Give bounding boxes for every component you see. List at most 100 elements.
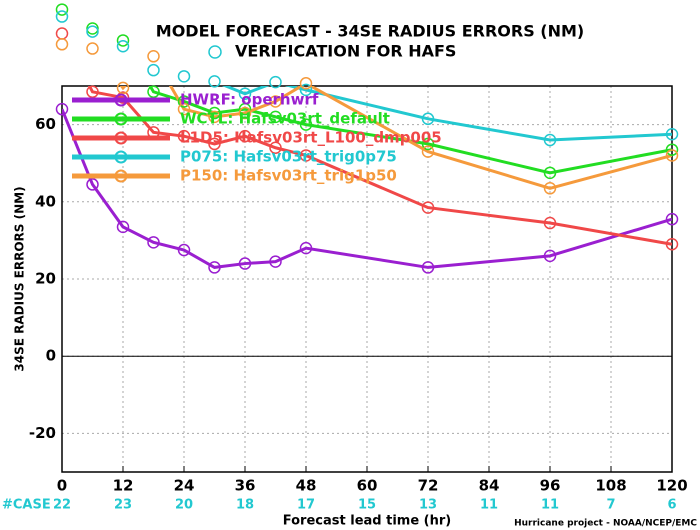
series-marker [269, 110, 282, 124]
series-marker [86, 178, 99, 191]
x-tick-label: 84 [479, 477, 500, 495]
legend-marker [114, 93, 128, 107]
y-tick-label: 60 [35, 115, 56, 133]
plot-frame [61, 85, 673, 473]
series-marker [116, 220, 130, 234]
series-marker [177, 70, 191, 83]
series-marker [238, 129, 252, 143]
series-marker [208, 75, 221, 88]
series-marker [177, 95, 191, 108]
series-marker [543, 166, 557, 180]
case-count: 20 [175, 498, 193, 513]
series-marker [421, 145, 435, 158]
series-marker [238, 87, 252, 100]
legend-marker [114, 150, 128, 164]
series-marker [665, 149, 679, 162]
series-marker [116, 39, 130, 53]
series-marker [269, 95, 282, 108]
chart-title: MODEL FORECAST - 34SE RADIUS ERRORS (NM) [156, 22, 584, 41]
series-marker [55, 3, 69, 16]
series-marker [299, 149, 313, 162]
series-marker [177, 102, 191, 116]
series-marker [269, 141, 282, 155]
x-tick-label: 96 [540, 477, 561, 495]
x-axis-label: Forecast lead time (hr) [283, 514, 451, 529]
legend-label: P150: Hafsv03rt_trig1p50 [180, 167, 397, 185]
series-marker [665, 212, 679, 226]
series-marker [208, 261, 221, 274]
legend-marker [114, 169, 128, 183]
series-marker [55, 102, 69, 116]
series-marker [238, 257, 252, 270]
series-marker [55, 10, 69, 23]
series-line [221, 86, 672, 142]
x-tick-label: 24 [174, 477, 195, 495]
series-marker [208, 106, 221, 120]
series-marker [116, 34, 130, 47]
series-marker [543, 182, 557, 195]
legend-marker [114, 112, 128, 126]
series-marker [665, 143, 679, 156]
series-marker [177, 129, 191, 143]
series-marker [543, 133, 557, 147]
x-tick-label: 36 [235, 477, 256, 495]
series-marker [55, 38, 69, 51]
case-count: 6 [667, 498, 676, 513]
series-marker [299, 118, 313, 131]
series-marker [208, 137, 221, 151]
series-marker [147, 85, 160, 99]
y-tick-label: 20 [35, 270, 56, 288]
series-marker [86, 42, 99, 55]
series-marker [147, 236, 160, 249]
case-count: 22 [53, 498, 71, 513]
case-count: 15 [358, 498, 376, 513]
series-marker [238, 102, 252, 116]
x-tick-label: 108 [595, 477, 626, 495]
series-marker [299, 241, 313, 255]
series-marker [421, 137, 435, 151]
series-marker [543, 249, 557, 263]
chart-subtitle: VERIFICATION FOR HAFS [235, 42, 456, 61]
x-tick-label: 72 [418, 477, 439, 495]
series-marker [177, 243, 191, 257]
series-marker [665, 128, 679, 141]
series-marker [421, 261, 435, 274]
legend-marker [114, 131, 128, 145]
y-axis-label: 34SE RADIUS ERRORS (NM) [13, 186, 27, 371]
series-marker [238, 106, 252, 120]
cases-label: #CASE [2, 498, 51, 513]
series-line [119, 86, 672, 190]
series-marker [421, 112, 435, 126]
series-marker [116, 81, 130, 95]
case-count: 23 [114, 498, 132, 513]
x-tick-label: 0 [57, 477, 67, 495]
x-tick-label: 48 [296, 477, 317, 495]
series-marker [543, 216, 557, 230]
x-tick-label: 120 [656, 477, 687, 495]
series-marker [269, 255, 282, 268]
case-count: 11 [541, 498, 559, 513]
series-marker [86, 85, 99, 99]
case-count: 18 [236, 498, 254, 513]
series-marker [299, 83, 313, 97]
plot-area [62, 86, 672, 269]
series-marker [208, 110, 221, 124]
series-marker [86, 22, 99, 35]
legend-label: WCTL: Hafsv03rt_default [180, 110, 390, 128]
series-marker [147, 50, 160, 63]
legend-label: HWRF: operhwrf [180, 91, 319, 109]
case-count: 13 [419, 498, 437, 513]
case-count: 17 [297, 498, 315, 513]
case-count: 7 [606, 498, 615, 513]
legend-label: L1D5: Hafsv03rt_L100_dmp005 [180, 129, 442, 147]
legend-label: P075: Hafsv03rt_trig0p75 [180, 148, 397, 166]
subtitle-symbol [208, 45, 222, 59]
y-tick-label: 0 [46, 347, 56, 365]
y-tick-label: -20 [29, 424, 56, 442]
series-marker [55, 27, 69, 40]
y-tick-label: 40 [35, 192, 56, 210]
series-marker [86, 25, 99, 38]
credit: Hurricane project - NOAA/NCEP/EMC [514, 519, 697, 529]
series-marker [299, 77, 313, 90]
series-marker [421, 201, 435, 214]
